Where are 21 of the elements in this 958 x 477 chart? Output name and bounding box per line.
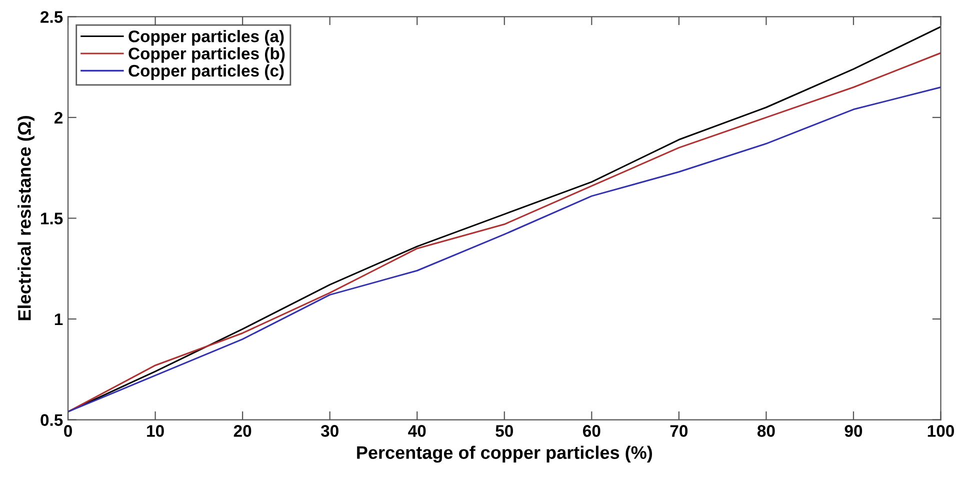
x-tick-label: 30 [320,425,338,437]
x-tick-label: 100 [928,425,954,437]
legend-label: Copper particles (a) [128,30,284,46]
y-axis-title: Electrical resistance (Ω) [18,116,34,320]
x-tick-label: 60 [583,425,600,437]
y-tick-label: 0.5 [40,414,63,426]
x-tick-label: 0 [64,425,72,437]
x-tick-label: 80 [757,425,775,437]
x-axis-title: Percentage of copper particles (%) [357,446,652,463]
x-tick-label: 70 [670,425,688,437]
legend-label: Copper particles (c) [128,64,284,80]
y-tick-label: 1 [54,314,63,326]
x-tick-label: 10 [147,425,164,437]
y-tick-label: 2.5 [40,11,63,23]
x-tick-label: 90 [844,425,862,437]
x-tick-label: 20 [234,425,252,437]
y-tick-label: 1.5 [41,212,63,224]
x-tick-label: 40 [408,425,426,437]
y-tick-label: 2 [54,112,62,124]
x-tick-label: 50 [496,425,513,437]
legend-label: Copper particles (b) [128,47,285,63]
